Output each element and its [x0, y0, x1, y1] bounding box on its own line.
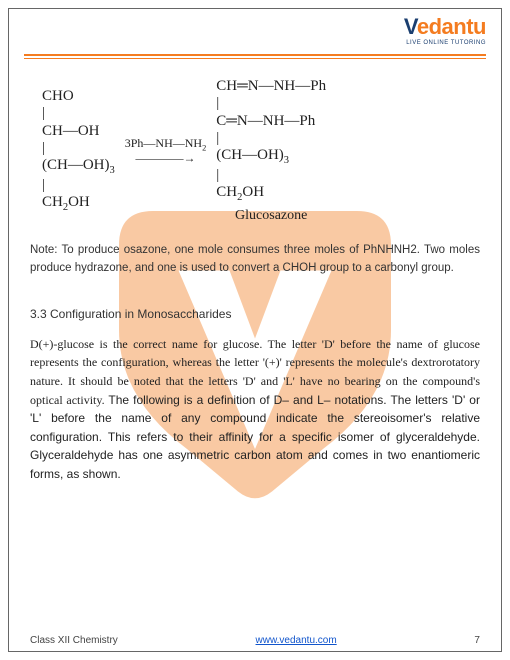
- product-block: CH═N—NH—Ph | C═N—NH—Ph | (CH—OH)3 | CH2O…: [216, 78, 326, 224]
- product-name: Glucosazone: [216, 208, 326, 224]
- logo-v: V: [404, 14, 417, 39]
- footer-page-number: 7: [474, 635, 480, 646]
- page-content: CHO | CH—OH | (CH—OH)3 | CH2OH 3Ph—NH—NH…: [30, 78, 480, 620]
- brand-tagline: LIVE ONLINE TUTORING: [404, 40, 486, 46]
- chemical-reaction: CHO | CH—OH | (CH—OH)3 | CH2OH 3Ph—NH—NH…: [42, 78, 480, 224]
- reaction-arrow: 3Ph—NH—NH2 ————→: [125, 136, 207, 165]
- header: Vedantu LIVE ONLINE TUTORING: [404, 14, 486, 46]
- arrow-glyph: ————→: [136, 151, 196, 166]
- header-rule-thin: [24, 58, 486, 59]
- header-rule-thick: [24, 54, 486, 56]
- logo-rest: edantu: [417, 14, 486, 39]
- brand-logo: Vedantu: [404, 14, 486, 40]
- reactant-structure: CHO | CH—OH | (CH—OH)3 | CH2OH: [42, 88, 115, 214]
- page-footer: Class XII Chemistry www.vedantu.com 7: [30, 635, 480, 646]
- product-structure: CH═N—NH—Ph | C═N—NH—Ph | (CH—OH)3 | CH2O…: [216, 78, 326, 204]
- note-paragraph: Note: To produce osazone, one mole consu…: [30, 242, 480, 277]
- footer-link[interactable]: www.vedantu.com: [256, 635, 337, 646]
- section-heading: 3.3 Configuration in Monosaccharides: [30, 307, 480, 321]
- footer-left: Class XII Chemistry: [30, 635, 118, 646]
- body-paragraph: D(+)-glucose is the correct name for glu…: [30, 335, 480, 484]
